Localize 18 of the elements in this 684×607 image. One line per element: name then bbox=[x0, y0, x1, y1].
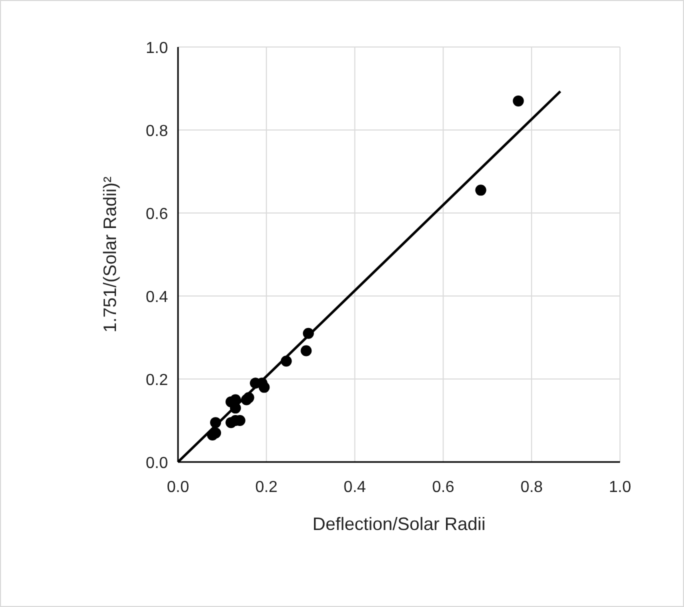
x-tick-label: 0.2 bbox=[255, 479, 278, 496]
y-tick-label: 0.8 bbox=[146, 123, 168, 140]
point bbox=[300, 345, 312, 356]
point bbox=[226, 417, 237, 428]
y-tick-label: 1.0 bbox=[146, 40, 168, 57]
y-tick-label: 0.6 bbox=[146, 206, 168, 223]
x-tick-label: 1.0 bbox=[608, 479, 632, 496]
y-axis-title: 1.751/(Solar Radii)² bbox=[100, 176, 120, 333]
y-tick-label: 0.0 bbox=[146, 455, 168, 472]
y-tick-label: 0.4 bbox=[146, 289, 168, 306]
point bbox=[475, 184, 486, 196]
y-tick-label: 0.2 bbox=[146, 372, 168, 389]
x-axis-title: Deflection/Solar Radii bbox=[312, 514, 486, 534]
x-tick-label: 0.0 bbox=[166, 479, 190, 496]
x-tick-label: 0.6 bbox=[432, 479, 454, 496]
x-tick-label: 0.4 bbox=[344, 479, 366, 496]
point bbox=[512, 95, 524, 106]
x-tick-label: 0.8 bbox=[520, 479, 543, 496]
